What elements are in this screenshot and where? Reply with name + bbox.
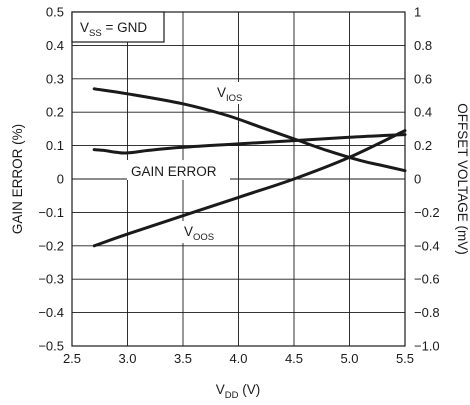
y-right-tick-label: −0.4	[414, 238, 440, 253]
series-line-vios	[92, 87, 407, 173]
y-right-tick-label: −0.2	[414, 205, 440, 220]
annotation-label: VSS = GND	[80, 20, 147, 39]
voos-label-bg	[181, 221, 227, 243]
y-left-tick-label: 0	[57, 172, 64, 187]
y-left-tick-label: −0.3	[38, 272, 64, 287]
y-left-tick-label: 0.1	[46, 138, 64, 153]
series-label-gain-error: GAIN ERROR	[131, 164, 217, 179]
grid	[71, 11, 406, 347]
x-tick-label: 3.5	[174, 351, 192, 366]
y-right-tick-label: 0.8	[414, 38, 432, 53]
x-ticks: 2.5 3.0 3.5 4.0 4.5 5.0 5.5	[63, 351, 414, 366]
y-right-tick-label: 1	[414, 5, 421, 20]
series-line-gain-error	[92, 133, 407, 155]
series-label-voos: VOOS	[184, 224, 214, 243]
y-left-tick-label: −0.1	[38, 205, 64, 220]
y-left-axis-title: GAIN ERROR (%)	[10, 124, 25, 234]
x-tick-label: 3.0	[118, 351, 136, 366]
series-label-vios: VIOS	[217, 85, 242, 104]
x-tick-label: 4.0	[229, 351, 247, 366]
y-left-tick-label: −0.2	[38, 238, 64, 253]
y-right-tick-label: 0.4	[414, 105, 432, 120]
y-right-axis-title: OFFSET VOLTAGE (mV)	[455, 103, 470, 255]
y-left-tick-label: −0.4	[38, 305, 64, 320]
vios-label-bg	[214, 82, 254, 104]
gain-error-label-bg	[127, 160, 230, 180]
y-right-tick-label: 0.2	[414, 138, 432, 153]
x-tick-label: 2.5	[63, 351, 81, 366]
x-tick-label: 5.5	[396, 351, 414, 366]
plot-frame	[71, 11, 406, 347]
y-right-tick-label: −0.6	[414, 272, 440, 287]
y-right-tick-label: −0.8	[414, 305, 440, 320]
y-left-tick-label: 0.5	[46, 5, 64, 20]
y-left-tick-label: 0.4	[46, 38, 64, 53]
y-left-ticks: 0.5 0.4 0.3 0.2 0.1 0 −0.1 −0.2 −0.3 −0.4 −0.5	[38, 5, 64, 354]
y-right-tick-label: −1.0	[414, 339, 440, 354]
series-line-voos	[92, 129, 407, 248]
y-left-tick-label: −0.5	[38, 339, 64, 354]
curves	[92, 87, 407, 248]
x-tick-label: 4.5	[285, 351, 303, 366]
x-axis-title: VDD (V)	[216, 382, 261, 401]
y-right-tick-label: 0	[414, 172, 421, 187]
y-left-tick-label: 0.3	[46, 71, 64, 86]
x-tick-label: 5.0	[340, 351, 358, 366]
y-left-tick-label: 0.2	[46, 105, 64, 120]
annotation-box	[71, 11, 165, 43]
y-right-tick-label: 0.6	[414, 71, 432, 86]
y-right-ticks: 1 0.8 0.6 0.4 0.2 0 −0.2 −0.4 −0.6 −0.8 −1.0	[414, 5, 440, 354]
